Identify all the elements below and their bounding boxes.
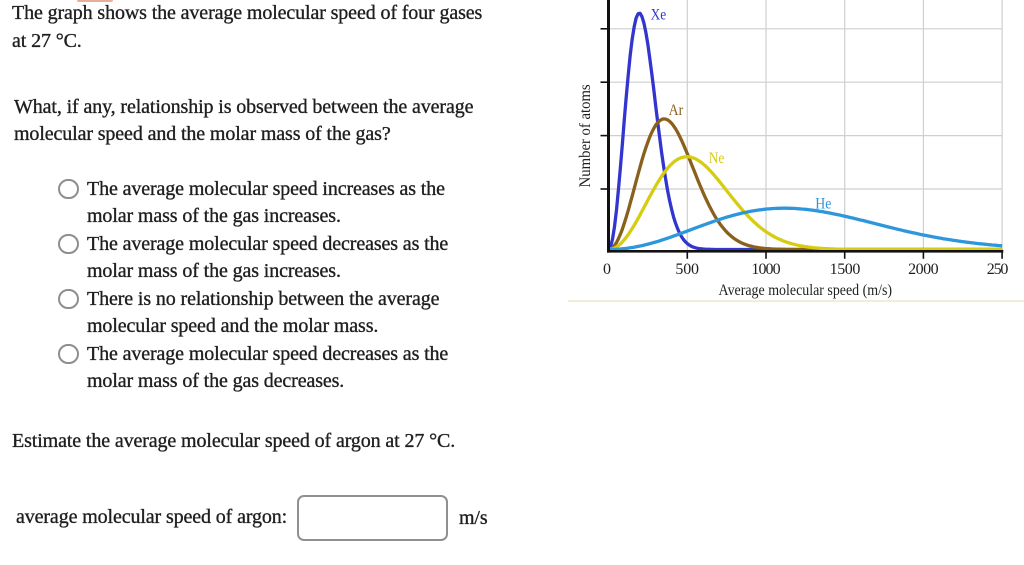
svg-text:1000: 1000 [751,261,780,278]
svg-text:Ne: Ne [709,150,725,167]
svg-text:He: He [815,196,831,213]
svg-text:2500: 2500 [987,261,1008,278]
svg-text:500: 500 [675,261,699,278]
svg-text:0: 0 [603,261,611,278]
svg-text:Number of atoms: Number of atoms [577,84,594,187]
svg-text:1500: 1500 [830,261,861,278]
svg-text:Ar: Ar [669,102,684,119]
svg-text:Xe: Xe [651,7,667,24]
svg-text:2000: 2000 [908,261,939,278]
svg-text:Average molecular speed (m/s): Average molecular speed (m/s) [719,282,893,299]
